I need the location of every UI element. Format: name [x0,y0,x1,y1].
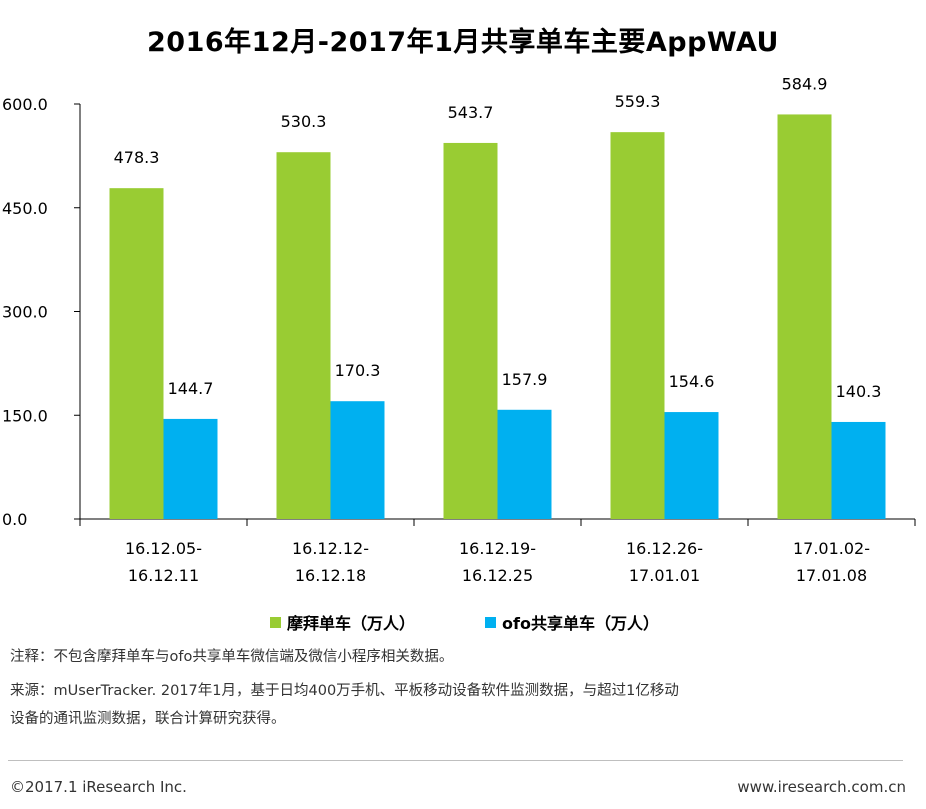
data-label: 530.3 [281,112,327,131]
bar [163,418,218,519]
data-label: 140.3 [836,382,882,401]
bar [497,409,552,519]
x-tick-label: 17.01.08 [796,566,867,585]
chart-note: 注释：不包含摩拜单车与ofo共享单车微信端及微信小程序相关数据。 [10,649,454,665]
x-tick-label: 17.01.01 [629,566,700,585]
source-line-2: 设备的通讯监测数据，联合计算研究获得。 [10,711,286,727]
x-tick-label: 16.12.18 [295,566,366,585]
y-tick-label: 0.0 [2,510,27,529]
x-tick-label: 16.12.26- [626,539,703,558]
x-tick-label: 16.12.11 [128,566,199,585]
bar [330,401,385,519]
data-label: 157.9 [502,370,548,389]
data-label: 584.9 [782,74,828,93]
legend-label-mobike: 摩拜单车（万人） [287,614,416,633]
source-line-1: 来源：mUserTracker. 2017年1月，基于日均400万手机、平板移动… [10,683,679,699]
x-tick-label: 16.12.05- [125,539,202,558]
y-tick-label: 450.0 [2,199,48,218]
legend-item-mobike: 摩拜单车（万人） [270,610,415,634]
bar [109,188,164,519]
data-label: 543.7 [448,103,494,122]
y-tick-label: 600.0 [2,95,48,114]
data-label: 144.7 [168,379,214,398]
bar [664,412,719,519]
data-label: 170.3 [335,361,381,380]
x-tick-label: 16.12.25 [462,566,533,585]
data-label: 154.6 [669,372,715,391]
bar-chart: 0.0 150.0 300.0 450.0 600.0 16.12.05- 16.12.11… [2,74,916,585]
website-text: www.iresearch.com.cn [737,778,906,796]
x-tick-label: 17.01.02- [793,539,870,558]
y-tick-label: 300.0 [2,303,48,322]
bar [443,142,498,519]
bar [610,132,665,520]
y-tick-label: 150.0 [2,406,48,425]
bar [831,421,886,519]
legend-swatch-mobike [270,616,281,628]
chart-title: 2016年12月-2017年1月共享单车主要AppWAU [147,27,779,58]
bar [276,152,331,519]
footer-divider [8,760,903,761]
x-tick-label: 16.12.19- [459,539,536,558]
x-tick-label: 16.12.12- [292,539,369,558]
data-label: 478.3 [114,148,160,167]
copyright-text: ©2017.1 iResearch Inc. [10,778,187,796]
legend-swatch-ofo [485,616,496,628]
data-label: 559.3 [615,92,661,111]
bar [777,114,832,520]
legend-item-ofo: ofo共享单车（万人） [485,610,659,634]
legend-label-ofo: ofo共享单车（万人） [502,614,659,633]
